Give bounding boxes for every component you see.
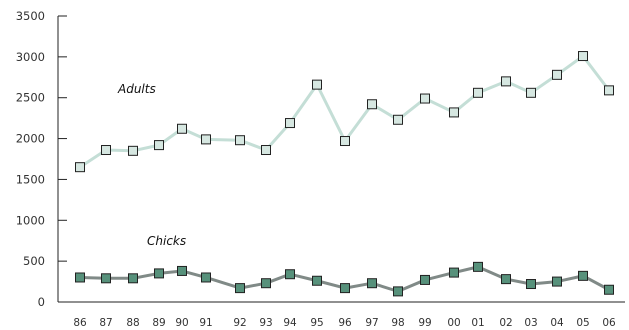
x-tick-label: 99 <box>418 317 431 329</box>
x-tick-label: 00 <box>447 317 460 329</box>
x-tick-label: 94 <box>283 317 297 329</box>
x-tick-label: 87 <box>99 317 112 329</box>
data-point-adults <box>501 76 511 87</box>
data-point-chicks <box>393 286 403 297</box>
data-point-chicks <box>473 261 483 272</box>
x-tick-label: 89 <box>152 317 165 329</box>
data-point-adults <box>473 87 483 98</box>
data-point-adults <box>154 140 164 151</box>
y-tick-label: 3500 <box>16 9 45 23</box>
x-tick-label: 97 <box>365 317 378 329</box>
data-point-adults <box>177 123 187 134</box>
data-point-chicks <box>177 265 187 276</box>
data-point-adults <box>393 114 403 125</box>
data-point-chicks <box>201 272 211 283</box>
x-tick-label: 01 <box>471 317 484 329</box>
data-point-adults <box>552 69 562 80</box>
series-label-adults: Adults <box>117 82 156 96</box>
y-tick-label: 500 <box>23 254 45 268</box>
data-point-adults <box>420 93 430 104</box>
x-tick-label: 96 <box>338 317 352 329</box>
data-point-chicks <box>235 283 245 294</box>
x-tick-label: 95 <box>310 317 323 329</box>
data-point-chicks <box>285 269 295 280</box>
x-tick-label: 86 <box>73 317 87 329</box>
y-tick-label: 2000 <box>16 132 45 146</box>
data-point-adults <box>201 134 211 145</box>
x-tick-label: 04 <box>550 317 564 329</box>
y-axis-ticks: 0 500 1000 1500 2000 2500 3000 3500 <box>16 9 67 309</box>
data-point-chicks <box>154 268 164 279</box>
data-point-adults <box>75 162 85 173</box>
data-point-adults <box>340 136 350 147</box>
data-point-adults <box>449 107 459 118</box>
data-point-adults <box>128 145 138 156</box>
series-layer <box>75 51 614 297</box>
data-point-chicks <box>367 278 377 289</box>
x-tick-label: 91 <box>199 317 212 329</box>
data-point-chicks <box>501 274 511 285</box>
data-point-adults <box>578 51 588 62</box>
y-tick-label: 3000 <box>16 50 45 64</box>
y-tick-label: 0 <box>38 295 45 309</box>
data-point-chicks <box>75 272 85 283</box>
data-point-adults <box>312 79 322 90</box>
data-point-chicks <box>312 275 322 286</box>
data-point-adults <box>101 145 111 156</box>
x-tick-label: 93 <box>259 317 272 329</box>
y-tick-label: 1000 <box>16 213 45 227</box>
data-point-adults <box>526 87 536 98</box>
data-point-adults <box>261 145 271 156</box>
data-point-chicks <box>449 267 459 278</box>
x-tick-label: 92 <box>233 317 246 329</box>
data-point-chicks <box>101 273 111 284</box>
data-point-adults <box>235 135 245 146</box>
data-point-chicks <box>578 270 588 281</box>
data-point-chicks <box>552 276 562 287</box>
series-label-chicks: Chicks <box>147 234 186 248</box>
y-tick-label: 2500 <box>16 91 45 105</box>
axes <box>57 16 625 303</box>
x-tick-label: 05 <box>576 317 589 329</box>
x-tick-label: 06 <box>602 317 616 329</box>
data-point-adults <box>604 85 614 96</box>
data-point-chicks <box>128 273 138 284</box>
data-point-chicks <box>526 279 536 290</box>
data-point-adults <box>367 99 377 110</box>
x-tick-label: 88 <box>126 317 139 329</box>
data-point-adults <box>285 118 295 129</box>
x-tick-label: 02 <box>499 317 512 329</box>
x-tick-label: 90 <box>175 317 188 329</box>
data-point-chicks <box>340 283 350 294</box>
data-point-chicks <box>420 274 430 285</box>
x-tick-label: 98 <box>391 317 404 329</box>
data-point-chicks <box>261 278 271 289</box>
y-tick-label: 1500 <box>16 172 45 186</box>
x-axis-ticks: 86 87 88 89 90 91 92 93 94 95 96 97 98 99 00 01 02 03 04 05… <box>73 317 616 329</box>
series-line-adults <box>79 54 611 169</box>
x-tick-label: 03 <box>524 317 537 329</box>
data-point-chicks <box>604 284 614 295</box>
